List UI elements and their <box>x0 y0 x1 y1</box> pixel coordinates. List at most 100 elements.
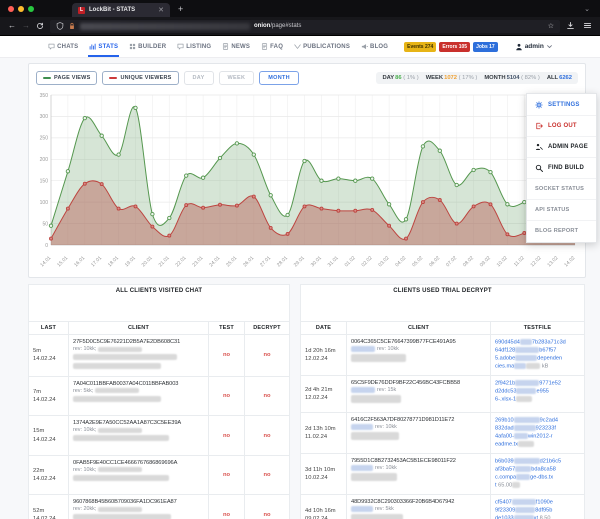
testfile-link[interactable]: 9771e52 <box>539 380 562 387</box>
url-text: onion/page#stats <box>254 23 302 29</box>
testfile-link[interactable]: 690d45d4 <box>495 339 520 346</box>
testfile-link[interactable]: af3ba57 <box>495 466 516 473</box>
forward-button[interactable]: → <box>22 21 30 30</box>
badge-jobs[interactable]: Jobs 17 <box>473 41 498 52</box>
testfile-link[interactable]: 64df128 <box>495 347 516 354</box>
svg-text:300: 300 <box>40 114 49 120</box>
testfile-link[interactable]: xt <box>533 515 539 519</box>
maximize-window-button[interactable] <box>28 5 34 12</box>
testfile-link[interactable]: b67f57 <box>539 347 557 354</box>
testfile-link[interactable]: d21b6c5 <box>539 458 562 465</box>
svg-text:10.02: 10.02 <box>496 255 509 268</box>
dropdown-item-admin-page[interactable]: ADMIN PAGE <box>527 137 596 158</box>
svg-text:02.02: 02.02 <box>361 255 374 268</box>
testfile-link[interactable]: 8df95b <box>535 507 553 514</box>
nav-item-blog[interactable]: BLOG <box>360 36 389 57</box>
testfile-link[interactable]: 6-.xlsx-1 <box>495 396 517 403</box>
client-cell: 48D9932C8C290303366F20B6B4D67942 rev: 5kk <box>346 494 491 519</box>
svg-text:03.02: 03.02 <box>377 255 390 268</box>
last-seen-cell: 5m 14.02.24 <box>28 334 69 377</box>
range-month-button[interactable]: MONTH <box>259 71 299 85</box>
svg-text:04.02: 04.02 <box>394 255 407 268</box>
dropdown-item-api-status[interactable]: API STATUS <box>527 200 596 221</box>
badge-errors[interactable]: Errors 105 <box>439 41 471 52</box>
client-cell: 6416C2F563A7DF80278771D981D11E72 rev: 10k… <box>346 412 491 455</box>
testfile-link[interactable]: 269b10 <box>495 417 514 424</box>
testfile-link[interactable]: 2f9421b <box>495 380 516 387</box>
nav-item-faq[interactable]: FAQ <box>260 36 284 57</box>
testfile-link[interactable]: ge-dbs.tx <box>530 474 554 481</box>
lock-icon[interactable] <box>68 17 76 35</box>
reload-button[interactable] <box>36 22 44 30</box>
testfile-link[interactable]: 832dad <box>495 425 514 432</box>
testfile-link[interactable]: d2ddc53 <box>495 388 517 395</box>
url-field[interactable]: onion/page#stats ☆ <box>50 17 560 35</box>
close-window-button[interactable] <box>8 5 14 12</box>
tab-close-icon[interactable]: ✕ <box>158 7 164 14</box>
save-page-icon[interactable] <box>566 17 575 35</box>
testfile-link[interactable]: cf5407 <box>495 499 512 506</box>
testfile-link[interactable]: f1090e <box>535 499 553 506</box>
testfile-link[interactable]: 923233f <box>535 425 556 432</box>
testfile-link[interactable]: dependen <box>537 355 563 362</box>
testfile-link[interactable]: bda8ca58 <box>531 466 556 473</box>
tab-list-chevron-icon[interactable]: ⌄ <box>584 5 590 13</box>
bookmark-star-icon[interactable]: ☆ <box>547 23 554 30</box>
svg-text:11.02: 11.02 <box>513 255 526 268</box>
user-menu[interactable]: admin <box>515 43 553 51</box>
testfile-link[interactable]: t <box>495 482 497 489</box>
testfile-link[interactable]: 7b283a71c3d <box>531 339 566 346</box>
last-seen-cell: 52m 14.02.24 <box>28 494 69 519</box>
testfile-link[interactable]: 9c2ad4 <box>539 417 559 424</box>
hamburger-menu-icon[interactable] <box>583 17 592 35</box>
nav-item-listing[interactable]: LISTING <box>176 36 212 57</box>
column-header-testfile: TESTFILE <box>490 321 585 335</box>
dropdown-item-settings[interactable]: SETTINGS <box>527 95 596 116</box>
testfile-link[interactable]: 5.adobe <box>495 355 516 362</box>
nav-item-builder[interactable]: BUILDER <box>128 36 167 57</box>
browser-tab[interactable]: L LockBit - STATS ✕ <box>72 3 170 17</box>
nav-item-stats[interactable]: STATS <box>88 36 119 57</box>
svg-text:14.01: 14.01 <box>39 255 52 268</box>
testfile-link[interactable]: 4afa00- <box>495 433 514 440</box>
testfile-link[interactable]: b6b039 <box>495 458 514 465</box>
testfile-link[interactable]: e955 <box>536 388 549 395</box>
testfile-link[interactable]: eadme.tx <box>495 441 519 448</box>
dropdown-item-blog-report[interactable]: BLOG REPORT <box>535 228 579 234</box>
column-header-test: TEST <box>208 321 245 335</box>
dropdown-item-socket-status[interactable]: SOCKET STATUS <box>527 179 596 200</box>
table-row: 5m 14.02.24 27F5D0C5C9E76221D2B5A7E2DB608C… <box>28 334 290 377</box>
badge-events[interactable]: Events 274 <box>404 41 437 52</box>
new-tab-button[interactable]: + <box>178 3 184 14</box>
date-cell: 2d 4h 21m 12.02.24 <box>300 375 347 414</box>
legend-unique-viewers-button[interactable]: UNIQUE VIEWERS <box>102 71 179 85</box>
tracking-shield-icon[interactable] <box>56 17 64 35</box>
svg-text:22.01: 22.01 <box>175 255 188 268</box>
nav-item-chats[interactable]: CHATS <box>47 36 79 57</box>
summary-day: DAY86 ( 1% ) <box>382 75 419 81</box>
back-button[interactable]: ← <box>8 21 16 30</box>
right-table-title: CLIENTS USED TRIAL DECRYPT <box>300 284 585 322</box>
nav-item-publications[interactable]: PUBLICATIONS <box>293 36 351 57</box>
minimize-window-button[interactable] <box>18 5 24 12</box>
testfile-link[interactable]: cies.ma <box>495 363 515 370</box>
svg-text:0: 0 <box>45 243 48 249</box>
browser-tabbar: L LockBit - STATS ✕ + ⌄ <box>0 0 600 17</box>
client-cell: 7955D1C8B2732453AC5B1ECE98011F22 rev: 10k… <box>346 453 491 496</box>
testfile-link[interactable]: de1033 <box>495 515 514 519</box>
table-row: 15m 14.02.24 1374A2E9E7A50CC52AA1A87C3C5EE… <box>28 415 290 456</box>
column-header-client: CLIENT <box>68 321 209 335</box>
test-cell: no <box>208 375 245 417</box>
user-name: admin <box>524 43 544 50</box>
window-controls[interactable] <box>8 5 34 12</box>
legend-page-views-button[interactable]: PAGE VIEWS <box>36 71 98 85</box>
dropdown-item-log-out[interactable]: LOG OUT <box>527 116 596 137</box>
testfile-link[interactable]: c.compa <box>495 474 517 481</box>
range-week-button[interactable]: WEEK <box>218 71 255 85</box>
dropdown-item-find-build[interactable]: FIND BUILD <box>527 158 596 179</box>
testfile-link[interactable]: 9f23309 <box>495 507 516 514</box>
nav-item-news[interactable]: NEWS <box>221 36 251 57</box>
range-day-button[interactable]: DAY <box>183 71 214 85</box>
testfile-link[interactable]: win2012-r <box>527 433 553 440</box>
